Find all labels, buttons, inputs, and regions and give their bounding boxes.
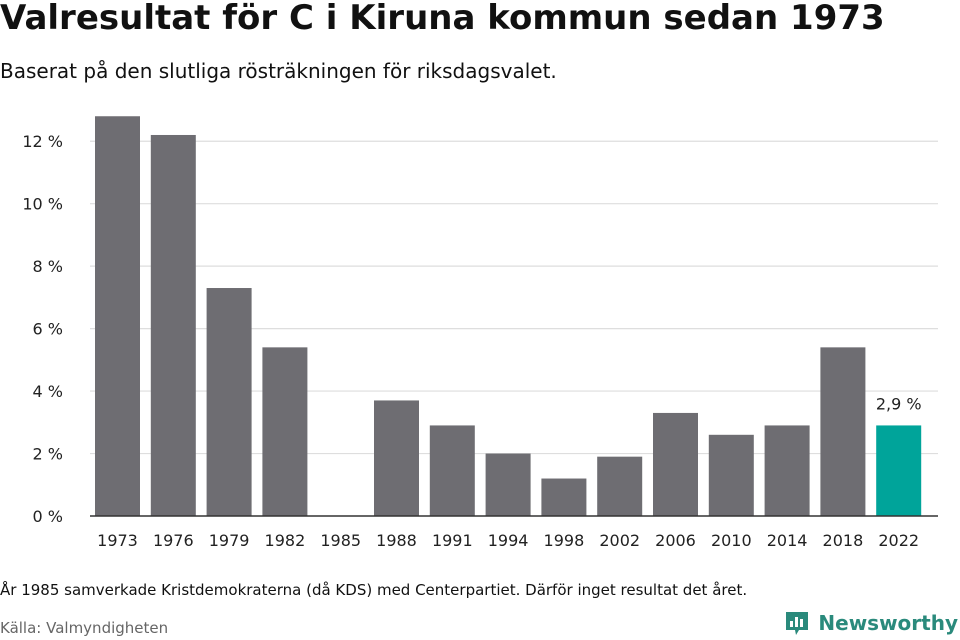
- x-tick-label: 1998: [544, 531, 585, 550]
- newsworthy-logo-icon: [786, 612, 809, 635]
- x-tick-label: 1976: [153, 531, 194, 550]
- chart-source: Källa: Valmyndigheten: [0, 619, 169, 637]
- bar: [541, 478, 587, 516]
- x-tick-label: 2006: [655, 531, 696, 550]
- x-tick-label: 2002: [599, 531, 640, 550]
- bar: [764, 425, 810, 516]
- y-tick-label: 0 %: [33, 507, 63, 526]
- x-tick-label: 1982: [265, 531, 306, 550]
- y-tick-label: 12 %: [22, 132, 63, 151]
- bar: [262, 347, 308, 516]
- y-tick-label: 8 %: [33, 257, 63, 276]
- x-tick-label: 1985: [320, 531, 361, 550]
- bar-chart: 0 % 2 % 4 % 6 % 8 % 10 % 12 % 1973 1976 1979 1982 1…: [0, 100, 960, 560]
- x-tick-label: 1973: [97, 531, 138, 550]
- x-tick-label: 1988: [376, 531, 417, 550]
- x-tick-label: 1994: [488, 531, 529, 550]
- y-tick-label: 6 %: [33, 320, 63, 339]
- y-tick-label: 2 %: [33, 445, 63, 464]
- chart-subtitle: Baserat på den slutliga rösträkningen fö…: [0, 59, 557, 83]
- x-tick-label: 2022: [878, 531, 919, 550]
- bar: [429, 425, 475, 516]
- x-tick-label: 1991: [432, 531, 473, 550]
- bar: [820, 347, 866, 516]
- chart-title: Valresultat för C i Kiruna kommun sedan …: [0, 0, 885, 38]
- bar: [95, 116, 140, 516]
- y-tick-label: 10 %: [22, 195, 63, 214]
- bar: [876, 425, 922, 516]
- bar: [653, 412, 698, 516]
- bar: [374, 400, 419, 516]
- logo-text: Newsworthy: [818, 611, 958, 635]
- bar: [206, 288, 252, 516]
- chart-footnote: År 1985 samverkade Kristdemokraterna (då…: [0, 581, 748, 599]
- bar: [708, 434, 754, 516]
- y-tick-label: 4 %: [33, 382, 63, 401]
- x-tick-label: 2014: [767, 531, 808, 550]
- bar: [597, 456, 643, 516]
- data-label: 2,9 %: [876, 394, 922, 413]
- x-tick-label: 2018: [823, 531, 864, 550]
- bar: [485, 453, 531, 516]
- x-tick-label: 1979: [209, 531, 250, 550]
- chart-svg: 0 % 2 % 4 % 6 % 8 % 10 % 12 % 1973 1976 1979 1982 1…: [22, 116, 938, 550]
- newsworthy-logo: Newsworthy: [784, 608, 958, 638]
- x-tick-label: 2010: [711, 531, 752, 550]
- bar: [150, 134, 196, 516]
